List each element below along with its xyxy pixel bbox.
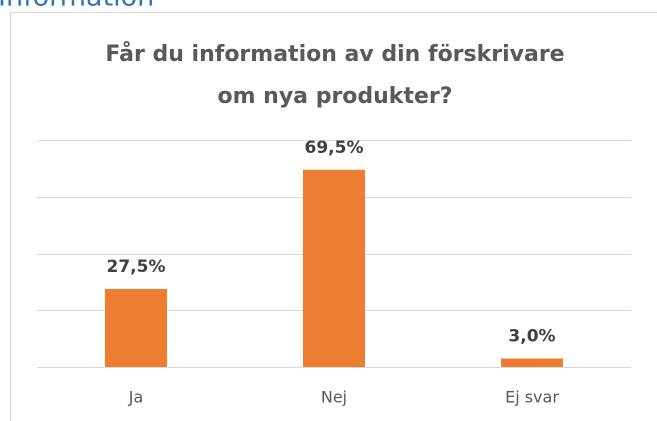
x-tick-label: Ej svar (505, 388, 559, 407)
bar (501, 358, 563, 367)
chart-title: Får du information av din förskrivare (105, 41, 564, 67)
heading: Information (0, 0, 154, 13)
chart-title: om nya produkter? (217, 84, 452, 109)
bar (303, 169, 365, 367)
data-label: 27,5% (107, 257, 166, 277)
x-tick-label: Nej (321, 388, 347, 407)
data-label: 69,5% (305, 138, 364, 158)
x-tick-label: Ja (128, 388, 144, 407)
bar (105, 288, 167, 367)
data-label: 3,0% (508, 326, 555, 346)
